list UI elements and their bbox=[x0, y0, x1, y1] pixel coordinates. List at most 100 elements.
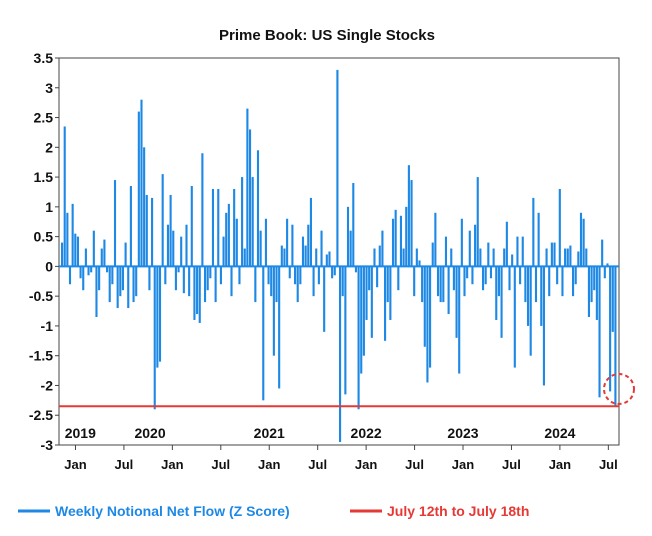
bar bbox=[286, 218, 289, 267]
bar bbox=[121, 266, 125, 291]
bar bbox=[532, 197, 535, 267]
bar bbox=[68, 266, 72, 285]
bar bbox=[368, 266, 371, 291]
bar bbox=[566, 248, 569, 267]
bar bbox=[542, 266, 545, 386]
bar bbox=[474, 224, 477, 267]
bar bbox=[188, 266, 191, 297]
bar bbox=[336, 69, 339, 267]
bar bbox=[106, 266, 109, 273]
bar bbox=[365, 266, 368, 320]
bar bbox=[468, 230, 471, 267]
bar bbox=[421, 266, 424, 303]
bar bbox=[145, 194, 148, 267]
bar bbox=[254, 266, 257, 303]
year-label: 2021 bbox=[254, 425, 285, 441]
x-tick-label: Jan bbox=[452, 457, 474, 472]
bar bbox=[293, 266, 297, 285]
bar bbox=[320, 230, 323, 267]
bar bbox=[315, 248, 318, 267]
bar bbox=[561, 266, 564, 297]
bar bbox=[489, 266, 493, 279]
bar bbox=[524, 266, 527, 303]
bar bbox=[550, 242, 553, 267]
x-tick-label: Jan bbox=[258, 457, 280, 472]
y-tick-label: -1 bbox=[41, 318, 54, 334]
bar bbox=[389, 266, 392, 320]
bar bbox=[233, 188, 236, 267]
bar bbox=[291, 224, 294, 267]
bar bbox=[280, 245, 283, 267]
bar bbox=[487, 242, 490, 267]
bar bbox=[82, 266, 85, 291]
bar bbox=[381, 230, 384, 267]
bar bbox=[90, 266, 93, 273]
bar bbox=[495, 266, 498, 320]
bar bbox=[148, 266, 151, 291]
bar bbox=[436, 266, 440, 297]
bar bbox=[283, 248, 286, 267]
bar bbox=[603, 266, 606, 279]
bar bbox=[331, 266, 334, 279]
bar bbox=[129, 186, 132, 267]
bar bbox=[466, 266, 469, 279]
bar bbox=[450, 248, 453, 267]
y-tick-label: 1 bbox=[45, 199, 53, 215]
bar bbox=[288, 266, 291, 279]
bar bbox=[172, 230, 175, 267]
bar bbox=[595, 266, 598, 320]
bar bbox=[545, 248, 548, 267]
bar bbox=[378, 245, 381, 267]
bar bbox=[405, 206, 408, 267]
bar bbox=[529, 266, 532, 356]
bar bbox=[180, 236, 183, 267]
y-tick-label: -2.5 bbox=[29, 407, 53, 423]
bar bbox=[582, 218, 585, 267]
bar bbox=[500, 266, 503, 338]
x-tick-label: Jan bbox=[549, 457, 571, 472]
bar bbox=[585, 248, 588, 267]
bar bbox=[452, 266, 455, 291]
x-tick-label: Jul bbox=[115, 457, 134, 472]
bar bbox=[611, 266, 614, 332]
bar bbox=[124, 242, 127, 267]
bar bbox=[344, 266, 347, 395]
x-tick-label: Jan bbox=[355, 457, 377, 472]
bar bbox=[354, 266, 358, 273]
bar bbox=[246, 108, 249, 267]
bar bbox=[503, 248, 506, 267]
bar bbox=[579, 212, 583, 267]
bar bbox=[601, 239, 604, 267]
bar bbox=[309, 197, 312, 267]
bar bbox=[402, 248, 405, 267]
y-tick-label: 0.5 bbox=[34, 229, 54, 245]
y-tick-label: 2 bbox=[45, 139, 53, 155]
bar bbox=[61, 242, 64, 267]
bar bbox=[140, 99, 143, 267]
y-tick-label: -3 bbox=[41, 437, 54, 453]
bar bbox=[508, 266, 511, 291]
year-label: 2024 bbox=[544, 425, 575, 441]
bar bbox=[251, 177, 254, 267]
bar bbox=[201, 153, 204, 267]
bar bbox=[460, 218, 463, 267]
year-label: 2022 bbox=[351, 425, 382, 441]
bar bbox=[222, 236, 225, 267]
bar bbox=[352, 183, 355, 267]
bar bbox=[63, 126, 66, 267]
bar bbox=[357, 266, 360, 410]
bar bbox=[513, 266, 516, 368]
y-tick-label: -1.5 bbox=[29, 348, 53, 364]
bar bbox=[209, 266, 212, 279]
bar bbox=[564, 248, 567, 267]
bar bbox=[267, 266, 270, 285]
bar bbox=[111, 266, 114, 285]
bar bbox=[556, 266, 559, 285]
y-tick-label: 3 bbox=[45, 80, 53, 96]
bar bbox=[376, 266, 379, 288]
x-axis: Jan Jul Jan Jul Jan Jul Jan Jul Jan Jul Jan Jul bbox=[64, 445, 618, 472]
bar bbox=[362, 266, 365, 356]
bar bbox=[193, 266, 196, 320]
bar bbox=[217, 188, 220, 267]
bar bbox=[230, 266, 233, 297]
